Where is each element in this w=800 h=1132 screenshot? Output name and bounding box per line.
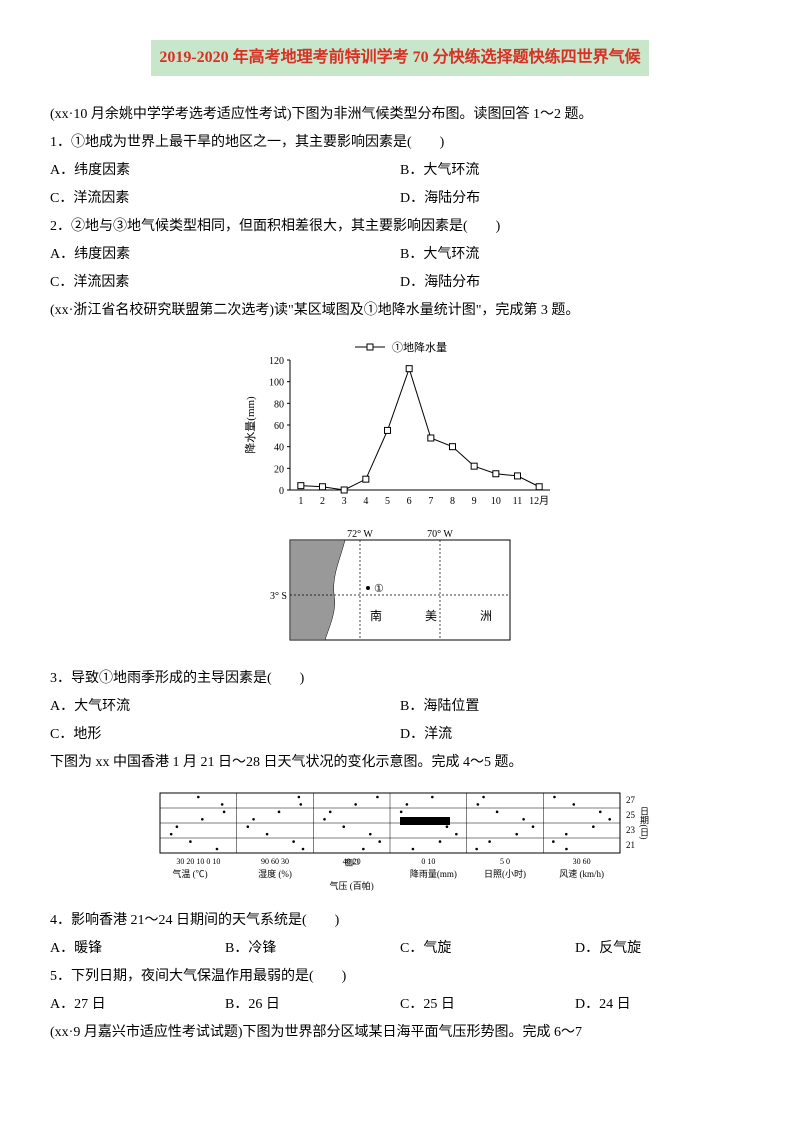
svg-text:30 20 10 0 10: 30 20 10 0 10	[176, 857, 220, 866]
svg-text:洲: 洲	[480, 609, 492, 623]
svg-text:60: 60	[274, 421, 284, 432]
document-title: 2019-2020 年高考地理考前特训学考 70 分快练选择题快练四世界气候	[151, 40, 648, 76]
q4-options: A．暖锋 B．冷锋 C．气旋 D．反气旋	[50, 935, 750, 963]
svg-text:8: 8	[450, 496, 455, 507]
svg-text:日照(小时): 日照(小时)	[484, 868, 526, 879]
q2-opt-b: B．大气环流	[400, 241, 750, 269]
q5-opt-b: B．26 日	[225, 991, 400, 1019]
svg-text:▨□: ▨□	[345, 857, 360, 867]
svg-text:33° S: 33° S	[270, 591, 287, 602]
q2-opt-c: C．洋流因素	[50, 269, 400, 297]
q2-options-2: C．洋流因素 D．海陆分布	[50, 269, 750, 297]
svg-text:4: 4	[363, 496, 368, 507]
svg-text:气压 (百帕): 气压 (百帕)	[330, 880, 374, 891]
svg-text:7: 7	[428, 496, 433, 507]
svg-text:12月: 12月	[529, 495, 549, 507]
question-1: 1．①地成为世界上最干旱的地区之一，其主要影响因素是( )	[50, 129, 750, 157]
weather-chart: 27252321日期(日)30 20 10 0 1090 60 3040 200…	[150, 787, 650, 897]
intro-2: (xx·浙江省名校研究联盟第二次选考)读"某区域图及①地降水量统计图"，完成第 …	[50, 297, 750, 325]
question-2: 2．②地与③地气候类型相同，但面积相差很大，其主要影响因素是( )	[50, 213, 750, 241]
svg-text:20: 20	[274, 464, 284, 475]
svg-text:0: 0	[279, 486, 284, 497]
svg-text:湿度 (%): 湿度 (%)	[258, 868, 292, 879]
question-5: 5．下列日期，夜间大气保温作用最弱的是( )	[50, 963, 750, 991]
svg-text:①地降水量: ①地降水量	[392, 340, 447, 354]
q3-opt-c: C．地形	[50, 721, 400, 749]
svg-text:30 60: 30 60	[573, 857, 591, 866]
svg-text:3: 3	[342, 496, 347, 507]
q4-opt-d: D．反气旋	[575, 935, 750, 963]
map-1-container: 72° W 70° W 33° S ① 南 美 洲	[50, 525, 750, 655]
svg-text:降水量(mm): 降水量(mm)	[243, 396, 257, 454]
q1-opt-a: A．纬度因素	[50, 157, 400, 185]
chart-2-container: 27252321日期(日)30 20 10 0 1090 60 3040 200…	[50, 787, 750, 897]
q5-opt-d: D．24 日	[575, 991, 750, 1019]
q1-opt-b: B．大气环流	[400, 157, 750, 185]
question-4: 4．影响香港 21～24 日期间的天气系统是( )	[50, 907, 750, 935]
svg-text:9: 9	[472, 496, 477, 507]
q2-opt-d: D．海陆分布	[400, 269, 750, 297]
svg-text:72° W: 72° W	[347, 529, 373, 540]
svg-text:11: 11	[513, 496, 523, 507]
q1-options: A．纬度因素 B．大气环流	[50, 157, 750, 185]
svg-text:南: 南	[370, 608, 382, 623]
svg-text:25: 25	[626, 810, 636, 820]
svg-text:6: 6	[407, 496, 412, 507]
q3-options-2: C．地形 D．洋流	[50, 721, 750, 749]
svg-text:90 60 30: 90 60 30	[261, 857, 289, 866]
svg-text:120: 120	[269, 356, 284, 367]
title-container: 2019-2020 年高考地理考前特训学考 70 分快练选择题快练四世界气候	[50, 40, 750, 101]
chart-1-container: 0 20 40 60 80 100 120 降水量(mm) 1 2 3 4 5 6 7 8 9 10 11 12月 ①地…	[50, 335, 750, 515]
svg-text:①: ①	[374, 583, 384, 595]
q4-opt-b: B．冷锋	[225, 935, 400, 963]
q4-opt-c: C．气旋	[400, 935, 575, 963]
svg-text:40: 40	[274, 443, 284, 454]
q3-opt-a: A．大气环流	[50, 693, 400, 721]
svg-text:1: 1	[298, 496, 303, 507]
q5-opt-a: A．27 日	[50, 991, 225, 1019]
q1-opt-c: C．洋流因素	[50, 185, 400, 213]
svg-text:气温 (℃): 气温 (℃)	[172, 868, 207, 879]
svg-text:70° W: 70° W	[427, 529, 453, 540]
south-america-map: 72° W 70° W 33° S ① 南 美 洲	[270, 525, 530, 655]
svg-text:5: 5	[385, 496, 390, 507]
q4-opt-a: A．暖锋	[50, 935, 225, 963]
question-3: 3．导致①地雨季形成的主导因素是( )	[50, 665, 750, 693]
svg-text:27: 27	[626, 795, 636, 805]
precipitation-chart: 0 20 40 60 80 100 120 降水量(mm) 1 2 3 4 5 6 7 8 9 10 11 12月 ①地…	[240, 335, 560, 515]
svg-text:2: 2	[320, 496, 325, 507]
q1-opt-d: D．海陆分布	[400, 185, 750, 213]
q2-options: A．纬度因素 B．大气环流	[50, 241, 750, 269]
svg-text:80: 80	[274, 399, 284, 410]
svg-text:降雨量(mm): 降雨量(mm)	[410, 868, 457, 879]
intro-3: 下图为 xx 中国香港 1 月 21 日～28 日天气状况的变化示意图。完成 4…	[50, 749, 750, 777]
svg-text:21: 21	[626, 840, 635, 850]
q2-opt-a: A．纬度因素	[50, 241, 400, 269]
q5-opt-c: C．25 日	[400, 991, 575, 1019]
q3-options: A．大气环流 B．海陆位置	[50, 693, 750, 721]
q1-options-2: C．洋流因素 D．海陆分布	[50, 185, 750, 213]
svg-text:风速 (km/h): 风速 (km/h)	[559, 869, 604, 879]
svg-text:23: 23	[626, 825, 636, 835]
svg-text:日期(日): 日期(日)	[639, 806, 649, 839]
q5-options: A．27 日 B．26 日 C．25 日 D．24 日	[50, 991, 750, 1019]
svg-text:美: 美	[425, 609, 437, 623]
svg-text:100: 100	[269, 378, 284, 389]
intro-1: (xx·10 月余姚中学学考选考适应性考试)下图为非洲气候类型分布图。读图回答 …	[50, 101, 750, 129]
svg-text:10: 10	[491, 496, 501, 507]
q3-opt-b: B．海陆位置	[400, 693, 750, 721]
intro-4: (xx·9 月嘉兴市适应性考试试题)下图为世界部分区域某日海平面气压形势图。完成…	[50, 1019, 750, 1047]
svg-text:0 10: 0 10	[421, 857, 435, 866]
q3-opt-d: D．洋流	[400, 721, 750, 749]
svg-text:5 0: 5 0	[500, 857, 510, 866]
